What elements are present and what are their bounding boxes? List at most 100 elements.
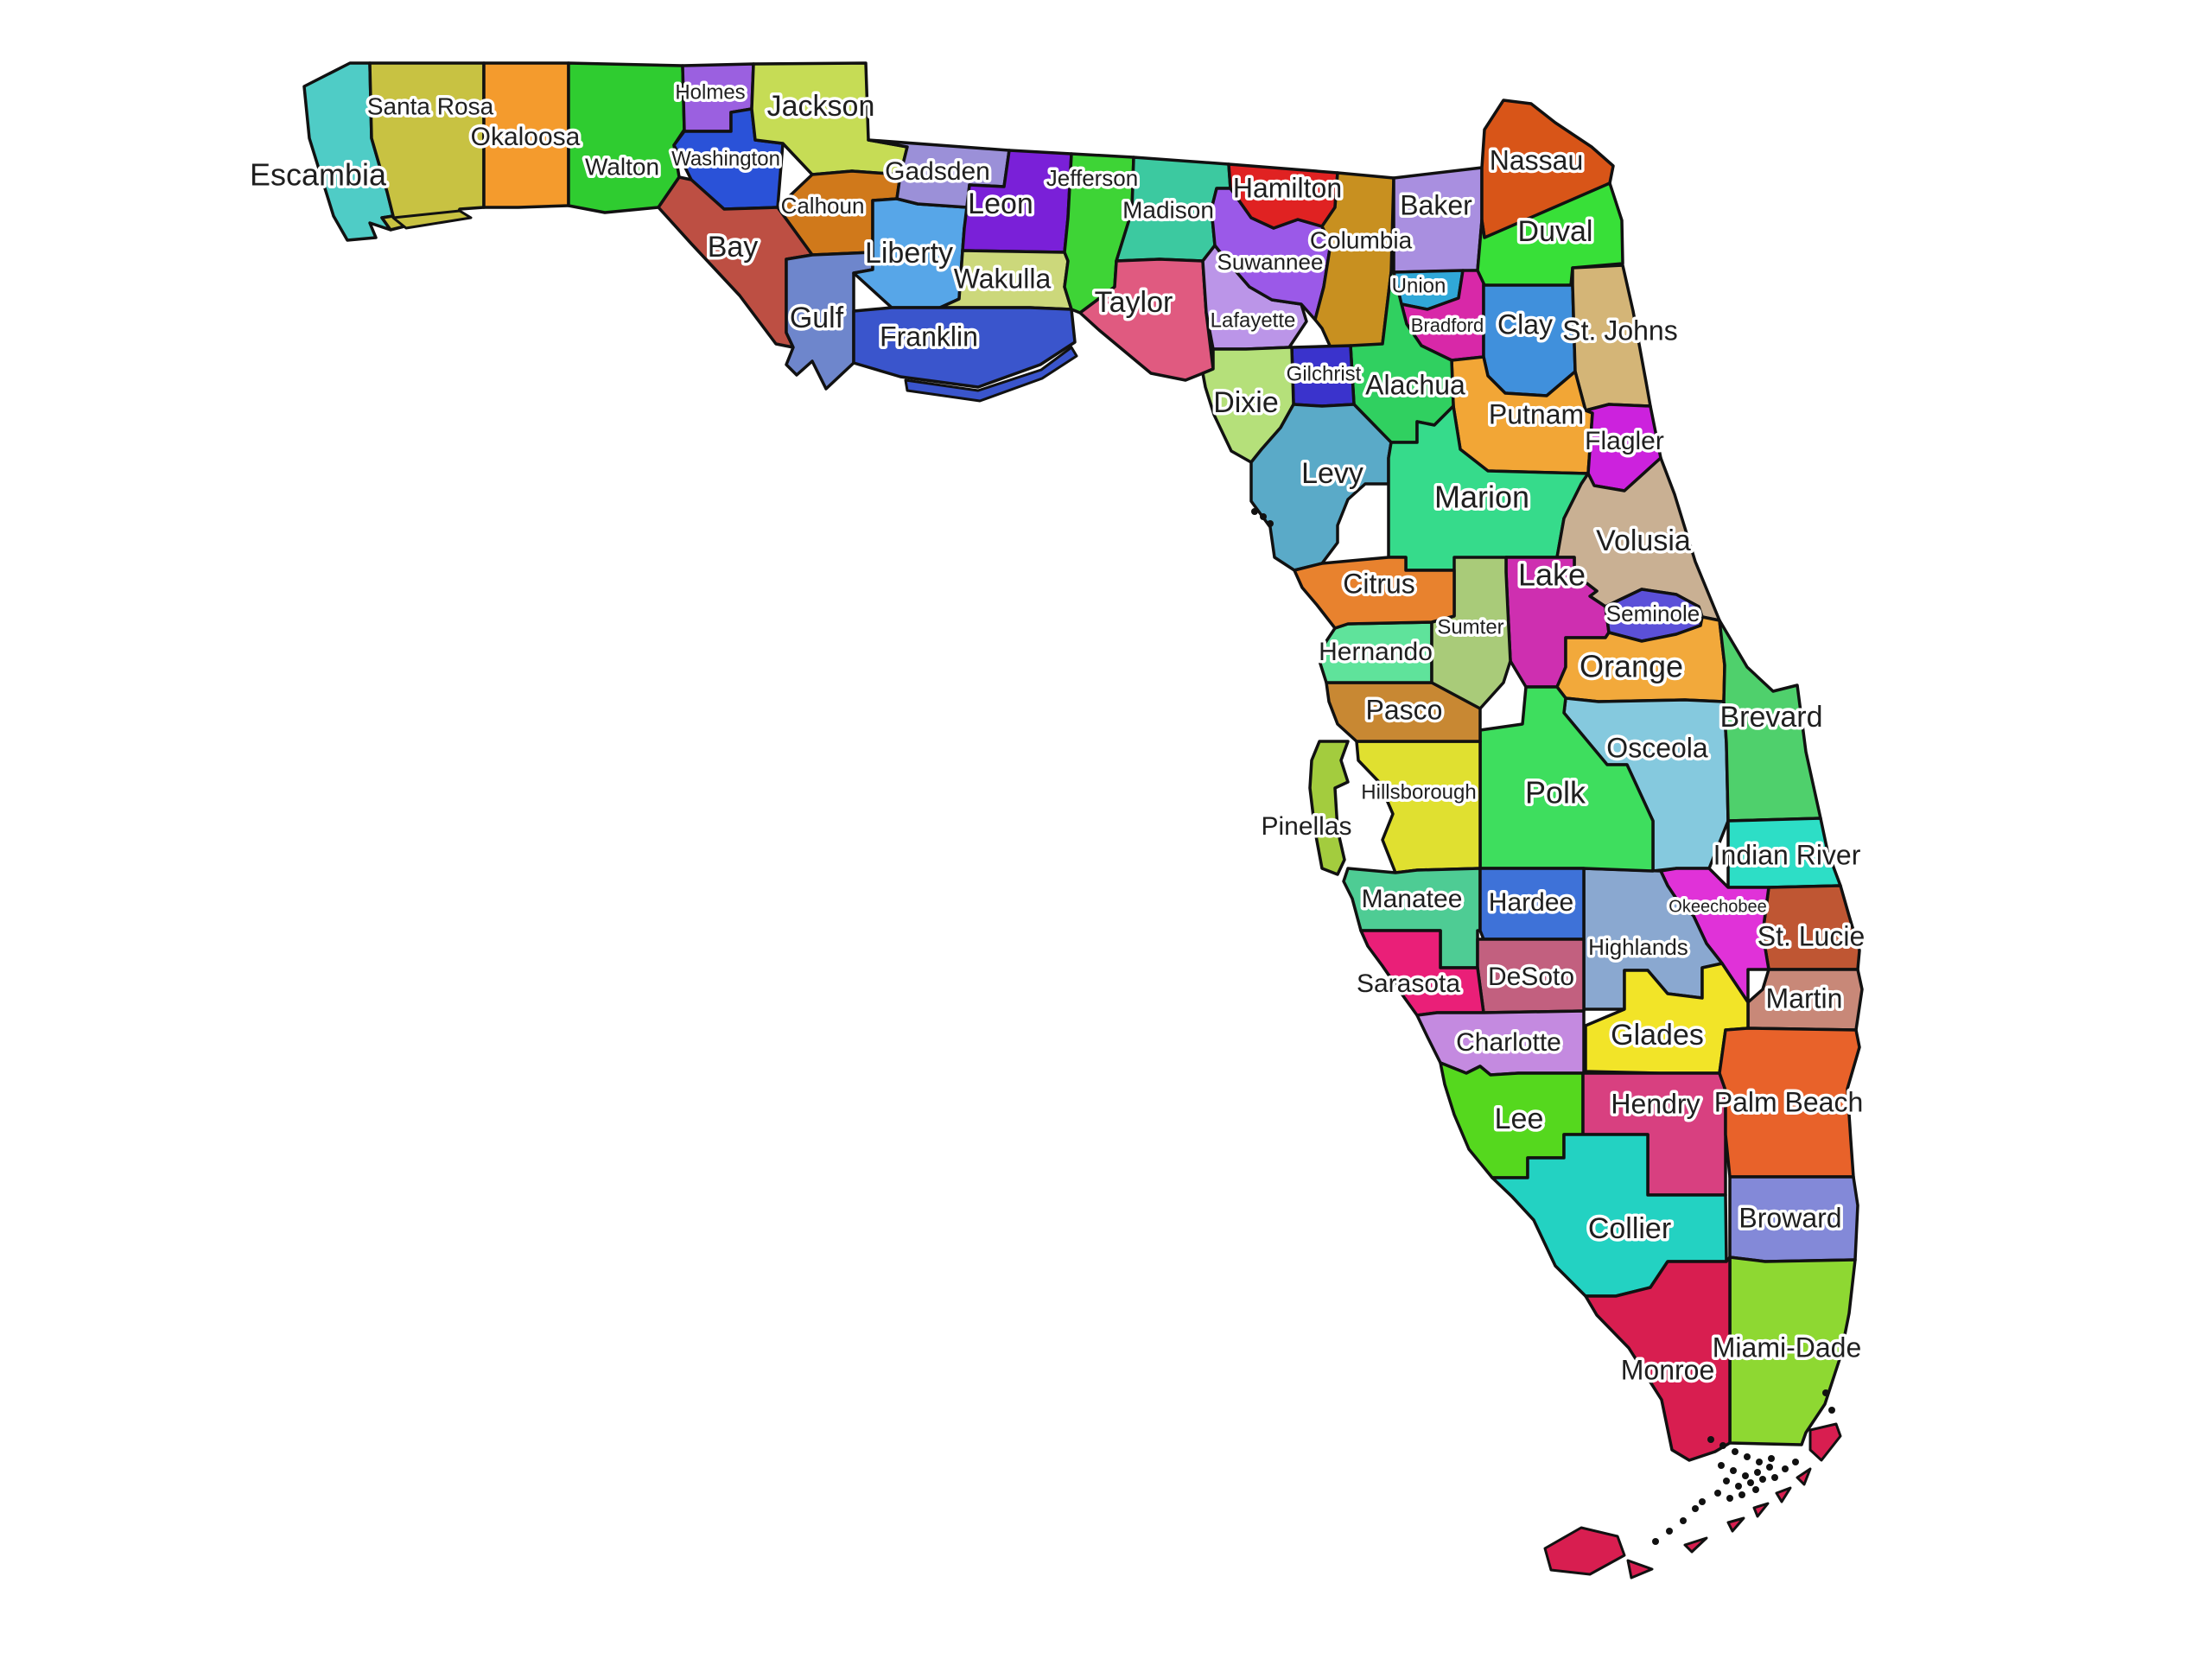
islet-dot bbox=[1822, 1389, 1829, 1396]
islet-dot bbox=[1747, 1479, 1754, 1486]
county-label-polk: Polk bbox=[1525, 775, 1586, 810]
islet-dot bbox=[1723, 1478, 1730, 1484]
islet-dot bbox=[1732, 1448, 1738, 1455]
county-label-washington: Washington bbox=[671, 147, 780, 170]
county-label-putnam: Putnam bbox=[1489, 398, 1584, 429]
county-label-liberty: Liberty bbox=[865, 237, 953, 270]
islet-lower-keys bbox=[1543, 1526, 1626, 1576]
islet-dot bbox=[1735, 1483, 1742, 1490]
county-label-sumter: Sumter bbox=[1437, 615, 1503, 639]
county-miami-dade bbox=[1728, 1255, 1857, 1446]
county-pinellas bbox=[1308, 740, 1350, 876]
county-label-palm-beach: Palm Beach bbox=[1714, 1086, 1864, 1117]
county-label-walton: Walton bbox=[585, 153, 659, 180]
islet-dot bbox=[1251, 508, 1258, 515]
islet-key-sliver-2 bbox=[1775, 1486, 1792, 1503]
county-label-levy: Levy bbox=[1301, 457, 1363, 490]
islet-dot bbox=[1782, 1465, 1789, 1472]
county-label-hardee: Hardee bbox=[1489, 888, 1573, 917]
county-label-franklin: Franklin bbox=[880, 321, 978, 352]
island-dots bbox=[1251, 508, 1835, 1545]
county-label-seminole: Seminole bbox=[1606, 601, 1700, 626]
county-label-santa-rosa: Santa Rosa bbox=[367, 92, 494, 119]
islet-dot bbox=[1719, 1442, 1726, 1449]
islet-dot bbox=[1730, 1467, 1737, 1474]
county-label-dixie: Dixie bbox=[1213, 386, 1279, 419]
islet-dot bbox=[1714, 1490, 1721, 1497]
islet-santa-rosa-barrier bbox=[391, 209, 473, 230]
county-label-lee: Lee bbox=[1495, 1103, 1544, 1135]
county-label-st-johns: St. Johns bbox=[1562, 315, 1677, 346]
county-label-taylor: Taylor bbox=[1095, 286, 1173, 319]
county-label-bay: Bay bbox=[708, 231, 759, 264]
county-label-madison: Madison bbox=[1122, 196, 1214, 223]
county-clay bbox=[1482, 283, 1577, 397]
county-label-union: Union bbox=[1392, 274, 1446, 297]
islet-dot bbox=[1260, 513, 1267, 520]
county-okaloosa bbox=[482, 61, 570, 209]
county-label-marion: Marion bbox=[1434, 480, 1529, 515]
islet-key-sliver-4 bbox=[1726, 1516, 1745, 1533]
county-label-hendry: Hendry bbox=[1611, 1088, 1700, 1119]
county-label-desoto: DeSoto bbox=[1488, 963, 1574, 991]
county-label-escambia: Escambia bbox=[250, 157, 387, 193]
county-label-nassau: Nassau bbox=[1490, 144, 1584, 175]
county-label-holmes: Holmes bbox=[675, 80, 745, 104]
islet-dot bbox=[1752, 1486, 1759, 1493]
county-label-collier: Collier bbox=[1588, 1212, 1671, 1245]
county-label-suwannee: Suwannee bbox=[1217, 249, 1324, 275]
county-label-wakulla: Wakulla bbox=[954, 263, 1052, 294]
county-label-jackson: Jackson bbox=[767, 90, 875, 123]
county-label-miami-dade: Miami-Dade bbox=[1713, 1332, 1861, 1363]
county-label-jefferson: Jefferson bbox=[1046, 165, 1138, 191]
county-walton bbox=[567, 61, 686, 214]
county-label-manatee: Manatee bbox=[1362, 885, 1463, 913]
islet-dot bbox=[1771, 1474, 1778, 1481]
county-shapes bbox=[302, 61, 1864, 1462]
county-label-okaloosa: Okaloosa bbox=[471, 123, 581, 151]
county-label-okeechobee: Okeechobee bbox=[1669, 897, 1766, 916]
islet-dot bbox=[1738, 1491, 1745, 1498]
islet-dot bbox=[1692, 1505, 1699, 1512]
islet-dot bbox=[1680, 1517, 1687, 1524]
county-label-leon: Leon bbox=[968, 188, 1033, 220]
county-label-columbia: Columbia bbox=[1310, 226, 1413, 253]
county-label-alachua: Alachua bbox=[1365, 369, 1465, 400]
county-label-gadsden: Gadsden bbox=[885, 157, 990, 186]
islet-key-sliver-5 bbox=[1683, 1536, 1708, 1554]
county-label-lake: Lake bbox=[1518, 557, 1586, 593]
county-label-calhoun: Calhoun bbox=[781, 193, 865, 219]
islet-dot bbox=[1718, 1462, 1725, 1469]
islet-dot bbox=[1768, 1455, 1775, 1462]
islet-dot bbox=[1666, 1528, 1673, 1535]
islet-dot bbox=[1652, 1538, 1659, 1545]
county-label-duval: Duval bbox=[1518, 215, 1593, 248]
county-collier bbox=[1491, 1133, 1728, 1298]
islet-upper-keys bbox=[1808, 1422, 1842, 1462]
county-label-st-lucie: St. Lucie bbox=[1758, 920, 1866, 951]
county-label-pinellas: Pinellas bbox=[1261, 812, 1351, 841]
islet-dot bbox=[1766, 1464, 1773, 1471]
islet-dot bbox=[1707, 1436, 1714, 1443]
county-label-broward: Broward bbox=[1738, 1202, 1841, 1233]
county-label-osceola: Osceola bbox=[1606, 732, 1708, 763]
county-label-indian-river: Indian River bbox=[1713, 839, 1861, 870]
county-palm-beach bbox=[1718, 1027, 1861, 1179]
county-citrus bbox=[1293, 556, 1456, 630]
county-label-volusia: Volusia bbox=[1596, 524, 1691, 557]
county-label-clay: Clay bbox=[1497, 308, 1553, 340]
county-franklin bbox=[852, 306, 1077, 389]
county-label-flagler: Flagler bbox=[1585, 427, 1664, 455]
county-label-orange: Orange bbox=[1580, 649, 1683, 684]
islet-key-sliver-1 bbox=[1796, 1467, 1812, 1486]
county-label-hernando: Hernando bbox=[1319, 638, 1433, 666]
islet-franklin-barrier bbox=[904, 346, 1078, 403]
county-hillsborough bbox=[1355, 740, 1482, 874]
islet-dot bbox=[1828, 1407, 1835, 1414]
county-label-martin: Martin bbox=[1766, 982, 1843, 1014]
islet-dot bbox=[1792, 1459, 1799, 1465]
county-label-citrus: Citrus bbox=[1343, 568, 1415, 599]
islet-key-sliver-3 bbox=[1752, 1502, 1770, 1518]
county-label-baker: Baker bbox=[1400, 189, 1472, 220]
